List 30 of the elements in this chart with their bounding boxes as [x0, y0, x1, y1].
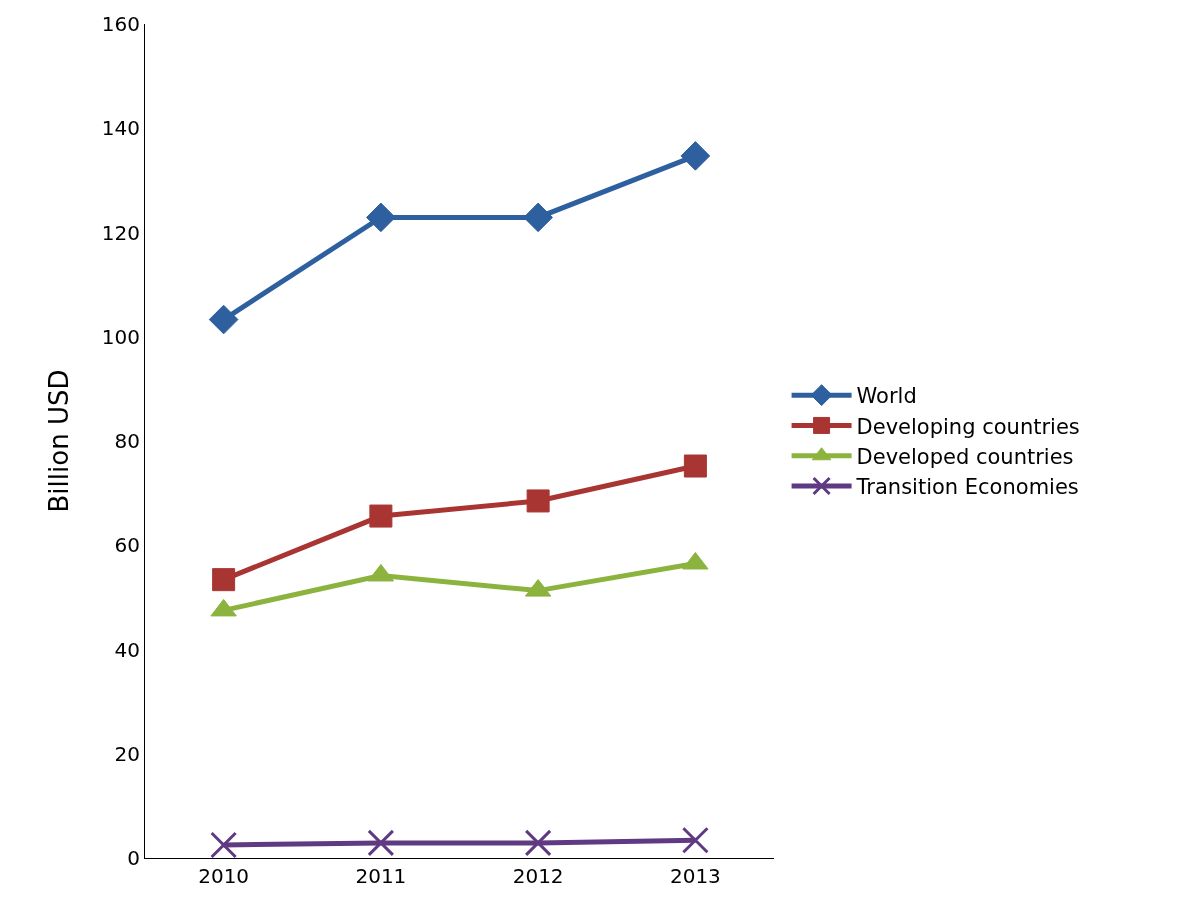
y-tick-label: 140: [101, 116, 140, 141]
point: [523, 202, 553, 233]
point: [681, 826, 709, 854]
x-tick-label: 2011: [355, 864, 407, 888]
x-tick-label: 2012: [512, 864, 564, 888]
x-tick-label: 2010: [198, 864, 250, 888]
y-tick-label: 60: [114, 533, 140, 558]
point: [369, 504, 393, 528]
point: [366, 202, 396, 233]
point: [367, 829, 395, 857]
legend-label: World: [856, 384, 917, 409]
point: [210, 831, 238, 858]
x-tick-label: 2013: [669, 864, 721, 888]
point: [526, 489, 550, 513]
y-tick-label: 100: [101, 324, 140, 349]
y-tick-label: 80: [114, 429, 140, 453]
legend-label: Developing countries: [856, 414, 1080, 439]
legend-label: Developed countries: [856, 444, 1074, 469]
point: [212, 568, 236, 592]
legend-label: Transition Economies: [855, 475, 1079, 500]
point: [208, 304, 239, 335]
y-tick-label: 0: [127, 846, 140, 870]
y-tick-label: 20: [114, 741, 140, 766]
y-tick-label: 160: [101, 12, 140, 36]
point: [683, 454, 707, 478]
point: [524, 829, 552, 857]
y-tick-label: 40: [114, 637, 140, 662]
y-axis-title: Billion USD: [44, 369, 75, 513]
point: [680, 141, 711, 171]
y-tick-label: 120: [101, 220, 140, 245]
